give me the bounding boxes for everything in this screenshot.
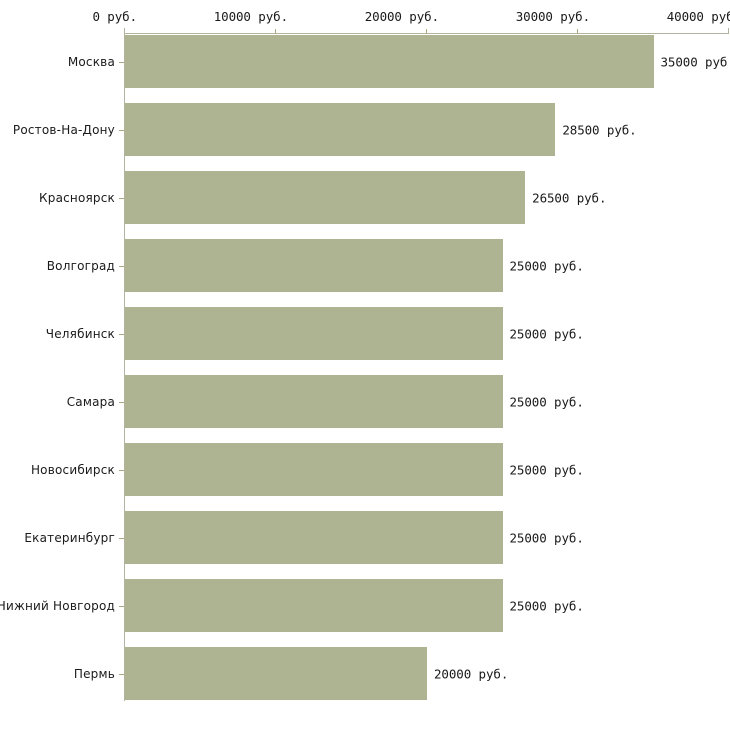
bar-value-label: 35000 руб. <box>660 54 730 69</box>
x-axis-tick <box>275 29 276 34</box>
bar[interactable] <box>125 647 427 700</box>
x-axis-tick-label: 30000 руб. <box>515 9 590 24</box>
category-label: Самара <box>66 394 115 409</box>
bar[interactable] <box>125 35 654 88</box>
x-axis-tick-label: 10000 руб. <box>213 9 288 24</box>
bar[interactable] <box>125 511 503 564</box>
category-label: Нижний Новгород <box>0 598 115 613</box>
bar-value-label: 25000 руб. <box>509 258 584 273</box>
y-axis-tick <box>119 198 124 199</box>
category-label: Екатеринбург <box>24 530 115 545</box>
x-axis-tick <box>426 29 427 34</box>
bar-value-label: 25000 руб. <box>509 462 584 477</box>
bar-value-label: 28500 руб. <box>562 122 637 137</box>
y-axis-tick <box>119 266 124 267</box>
y-axis-line <box>124 33 125 701</box>
bar[interactable] <box>125 579 503 632</box>
bar-value-label: 25000 руб. <box>509 394 584 409</box>
y-axis-tick <box>119 334 124 335</box>
category-label: Красноярск <box>39 190 115 205</box>
bar[interactable] <box>125 171 526 224</box>
category-label: Москва <box>67 54 115 69</box>
category-label: Ростов-На-Дону <box>12 122 115 137</box>
x-axis-tick-label: 0 руб. <box>92 9 137 24</box>
y-axis-tick <box>119 606 124 607</box>
category-label: Пермь <box>73 666 115 681</box>
bar[interactable] <box>125 239 503 292</box>
bar[interactable] <box>125 103 556 156</box>
y-axis-tick <box>119 674 124 675</box>
y-axis-tick <box>119 402 124 403</box>
bar-value-label: 20000 руб. <box>434 666 509 681</box>
bar-value-label: 25000 руб. <box>509 530 584 545</box>
bar-value-label: 25000 руб. <box>509 598 584 613</box>
bar-value-label: 26500 руб. <box>532 190 607 205</box>
bar[interactable] <box>125 307 503 360</box>
y-axis-tick <box>119 130 124 131</box>
x-axis-start-cap <box>124 28 125 34</box>
category-label: Новосибирск <box>30 462 115 477</box>
x-axis-end-cap <box>728 28 729 34</box>
x-axis-tick-label: 20000 руб. <box>364 9 439 24</box>
bar-value-label: 25000 руб. <box>509 326 584 341</box>
y-axis-tick <box>119 538 124 539</box>
category-label: Волгоград <box>46 258 115 273</box>
category-label: Челябинск <box>45 326 115 341</box>
bar[interactable] <box>125 443 503 496</box>
y-axis-tick <box>119 62 124 63</box>
x-axis-tick-label: 40000 руб. <box>666 9 730 24</box>
x-axis-tick <box>577 29 578 34</box>
bar[interactable] <box>125 375 503 428</box>
y-axis-tick <box>119 470 124 471</box>
